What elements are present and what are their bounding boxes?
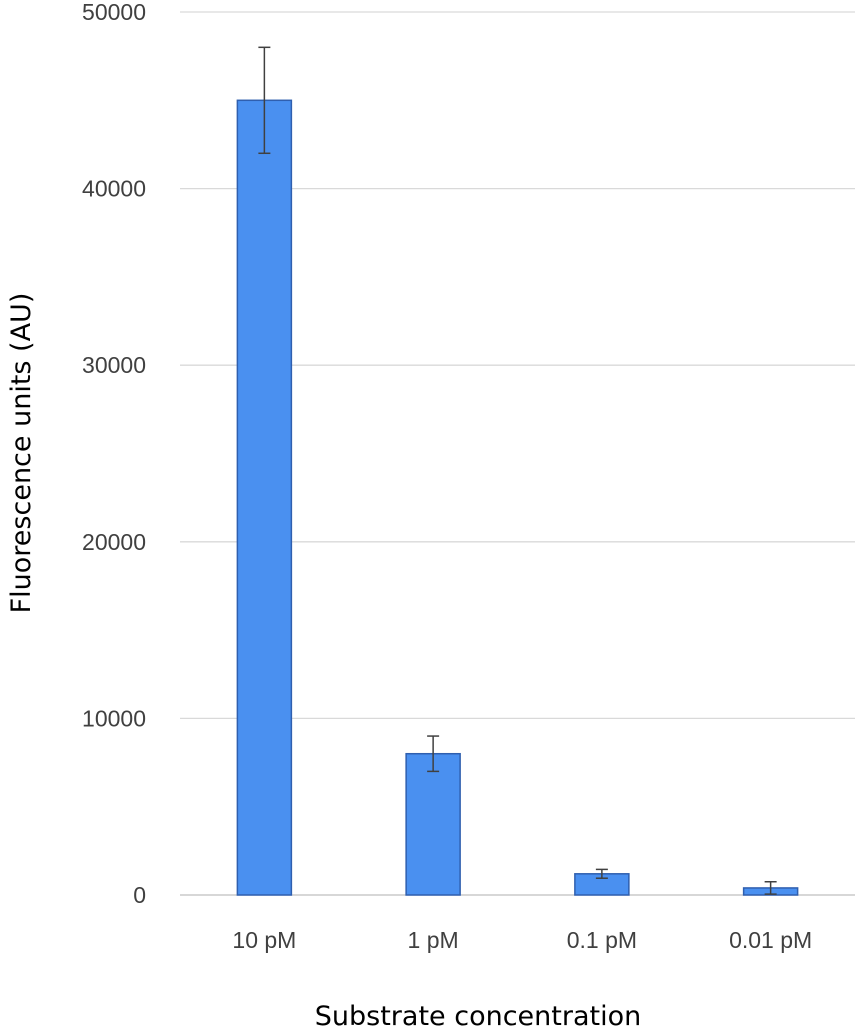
y-tick-label: 50000 <box>82 0 146 25</box>
error-bar-0 <box>258 46 271 155</box>
x-tick-label: 1 pM <box>408 927 459 953</box>
x-axis-title: Substrate concentration <box>315 1001 641 1032</box>
bar-0 <box>236 99 293 896</box>
error-bar-1 <box>427 735 440 773</box>
x-tick-label: 10 pM <box>232 927 296 953</box>
y-tick-labels: 0 10000 20000 30000 40000 50000 <box>82 0 146 908</box>
y-tick-label: 40000 <box>82 176 146 202</box>
bar-1 <box>405 752 461 896</box>
x-tick-label: 0.01 pM <box>729 927 812 953</box>
error-bar-2 <box>595 868 608 879</box>
x-tick-label: 0.1 pM <box>567 927 637 953</box>
x-tick-labels: 10 pM 1 pM 0.1 pM 0.01 pM <box>232 927 812 953</box>
y-axis-title: Fluorescence units (AU) <box>6 293 37 614</box>
y-tick-label: 30000 <box>82 352 146 378</box>
y-tick-label: 20000 <box>82 529 146 555</box>
y-tick-label: 10000 <box>82 705 146 731</box>
bars <box>236 99 799 896</box>
gridlines <box>180 11 855 896</box>
y-tick-label: 0 <box>133 882 146 908</box>
error-bar-3 <box>764 881 777 895</box>
error-bars <box>258 46 777 895</box>
